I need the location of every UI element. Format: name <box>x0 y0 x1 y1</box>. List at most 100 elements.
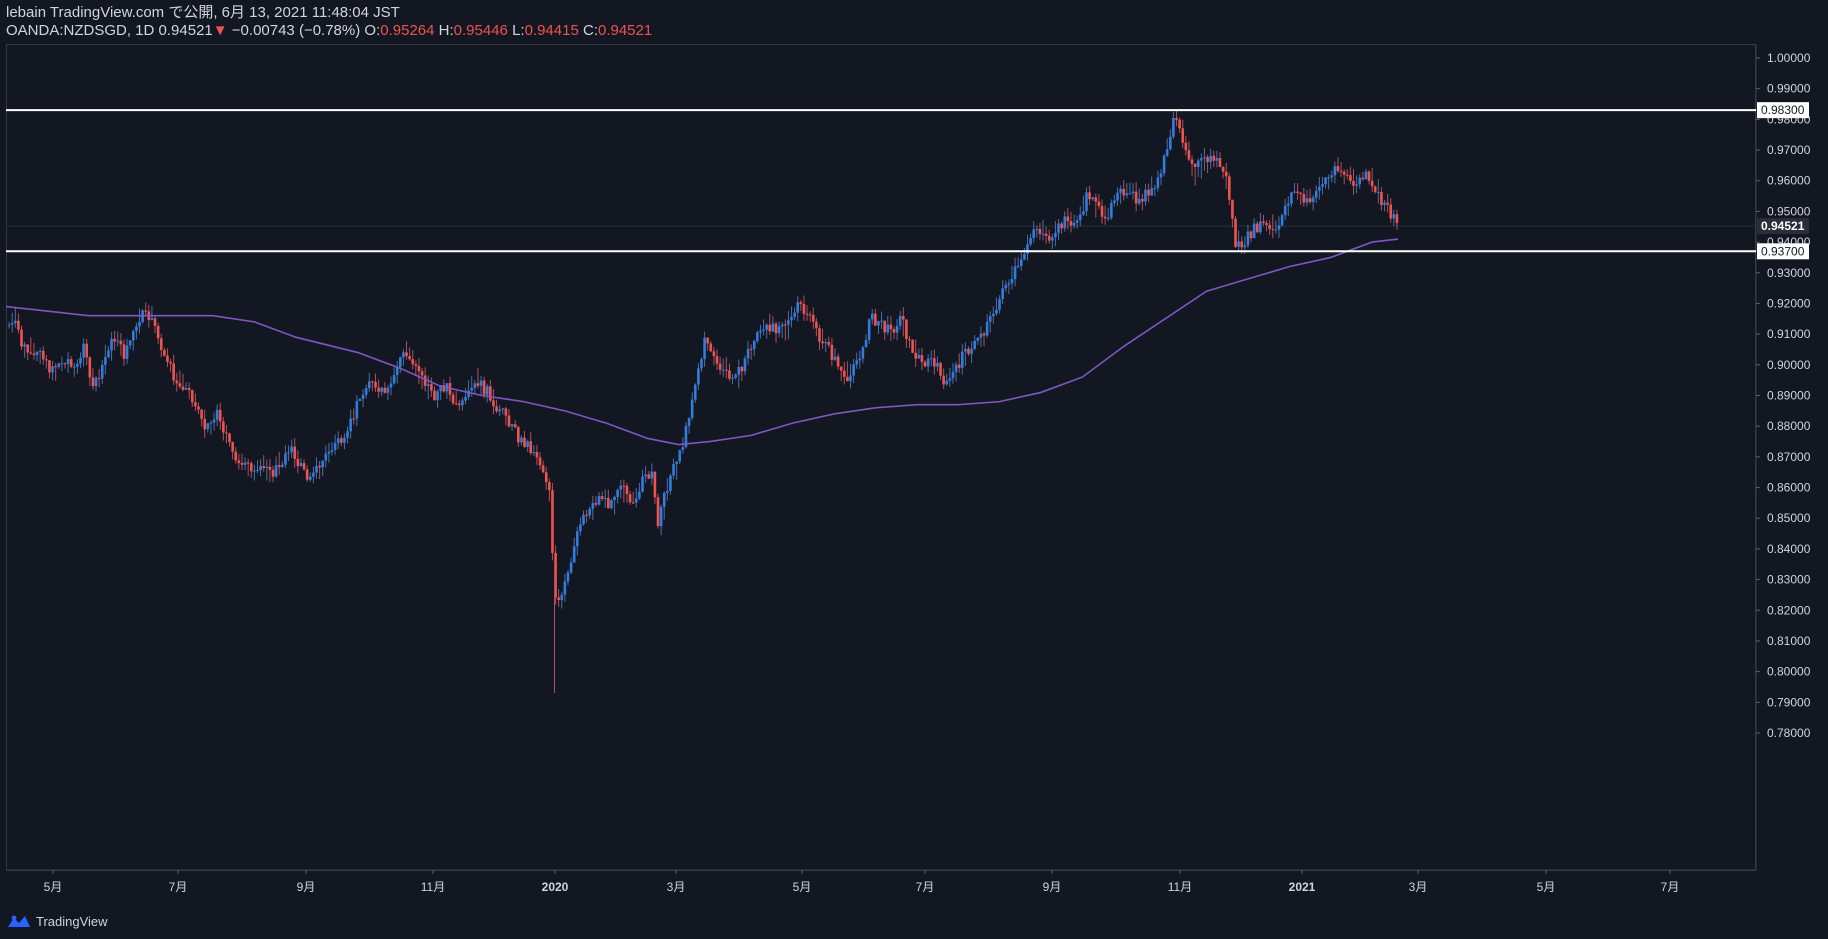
candle-body <box>302 463 306 470</box>
candle-body <box>135 326 138 332</box>
candle-body <box>1231 199 1234 219</box>
candle-body <box>889 324 893 330</box>
candle-body <box>746 348 750 359</box>
candle-body <box>113 338 116 342</box>
candle-body <box>836 356 840 367</box>
candle-body <box>849 375 852 382</box>
candle-body <box>1072 222 1076 226</box>
candle-body <box>1122 188 1126 196</box>
candle-body <box>600 496 604 499</box>
candle-body <box>911 340 914 353</box>
candle-body <box>920 355 924 362</box>
candle-body <box>1274 229 1278 231</box>
candle-body <box>1159 173 1163 178</box>
candle-body <box>728 370 731 379</box>
candle-body <box>796 302 800 313</box>
candle-body <box>554 552 557 598</box>
price-chart[interactable]: 1.000000.990000.980000.970000.960000.950… <box>0 0 1828 911</box>
candle-body <box>1181 128 1185 143</box>
candle-body <box>253 470 256 472</box>
candle-body <box>833 356 837 360</box>
candle-body <box>402 352 405 358</box>
candle-body <box>622 485 626 487</box>
candle-body <box>1259 221 1262 233</box>
candle-body <box>293 446 297 459</box>
candle-body <box>594 503 598 505</box>
candle-body <box>100 364 104 379</box>
candle-body <box>187 387 191 391</box>
last-price: 0.94521 <box>158 22 213 39</box>
level-label: 0.98300 <box>1761 103 1805 117</box>
candle-body <box>1094 197 1098 202</box>
candle-body <box>206 423 210 430</box>
candle-body <box>14 320 17 324</box>
candle-body <box>66 359 70 365</box>
symbol-interval: OANDA:NZDSGD, 1D <box>6 22 155 39</box>
candle-body <box>1165 149 1169 156</box>
candle-body <box>54 366 57 368</box>
candle-body <box>249 463 253 472</box>
candle-body <box>442 385 446 392</box>
candle-body <box>181 386 185 390</box>
candle-body <box>259 466 262 471</box>
candle-body <box>1035 228 1039 230</box>
candle-body <box>234 451 238 461</box>
candle-body <box>988 316 992 322</box>
candle-body <box>867 319 871 340</box>
low-label: L: <box>512 22 525 39</box>
x-tick-label: 11月 <box>421 880 445 894</box>
candle-body <box>1147 189 1150 196</box>
candle-body <box>153 318 157 326</box>
candle-body <box>318 465 321 468</box>
candle-body <box>1224 171 1228 177</box>
candle-body <box>1141 198 1144 202</box>
candle-body <box>818 328 821 342</box>
candle-body <box>287 452 290 454</box>
candle-body <box>1237 241 1240 247</box>
candle-body <box>405 352 408 357</box>
candle-body <box>1029 237 1032 245</box>
candle-body <box>423 375 427 386</box>
candle-body <box>1193 163 1197 167</box>
candle-body <box>1212 155 1216 161</box>
x-tick-label: 2021 <box>1289 880 1316 894</box>
candle-body <box>762 329 765 331</box>
footer-brand[interactable]: TradingView <box>36 913 108 929</box>
candle-body <box>1113 200 1116 203</box>
candle-body <box>892 329 896 333</box>
candle-body <box>662 492 666 507</box>
candle-body <box>10 323 14 325</box>
candle-body <box>1001 288 1004 300</box>
y-tick-label: 0.86000 <box>1767 481 1811 495</box>
candle-body <box>964 348 967 352</box>
candle-body <box>895 325 899 333</box>
candle-body <box>843 370 846 377</box>
candle-body <box>79 357 82 364</box>
candle-body <box>1333 166 1337 176</box>
candle-body <box>656 497 660 527</box>
candle-body <box>411 359 415 365</box>
candle-body <box>740 366 744 372</box>
candle-body <box>1162 155 1166 174</box>
candle-body <box>839 366 843 371</box>
candle-body <box>197 406 200 410</box>
y-tick-label: 0.78000 <box>1767 726 1811 740</box>
tradingview-logo-icon[interactable] <box>6 913 32 929</box>
y-tick-label: 0.81000 <box>1767 634 1811 648</box>
candle-body <box>591 503 595 509</box>
candle-body <box>641 476 644 492</box>
candle-body <box>386 387 390 393</box>
candle-body <box>752 341 756 349</box>
candle-body <box>458 403 461 406</box>
candle-body <box>532 452 536 454</box>
candle-body <box>1314 190 1318 198</box>
candle-body <box>613 496 616 501</box>
candle-body <box>1190 159 1194 164</box>
candle-body <box>1184 142 1188 151</box>
candle-body <box>166 355 169 362</box>
candle-body <box>1206 157 1209 163</box>
candle-body <box>951 371 955 379</box>
close-value: 0.94521 <box>597 22 653 39</box>
candle-body <box>1252 223 1256 239</box>
candle-body <box>1172 117 1175 137</box>
